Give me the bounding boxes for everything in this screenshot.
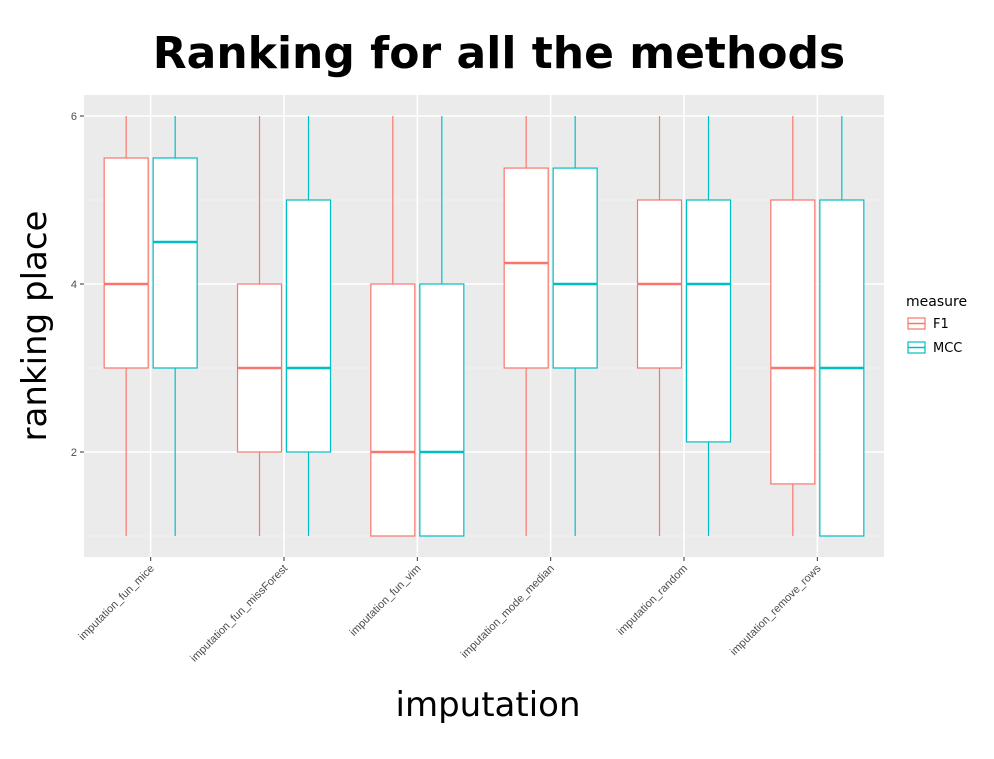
legend-title: measure [906, 294, 967, 310]
x-axis-ticks: imputation_fun_mice imputation_fun_missFo… [77, 557, 824, 665]
legend-key-mcc [907, 341, 926, 354]
box-rect [503, 167, 549, 369]
box-mcc-4 [552, 116, 598, 536]
box-mcc-6 [819, 116, 865, 537]
legend-label-f1: F1 [933, 317, 949, 332]
x-tick-label: imputation_fun_vim [348, 563, 424, 639]
x-tick-label: imputation_fun_missForest [188, 563, 290, 665]
box-rect [419, 283, 465, 537]
chart-title: Ranking for all the methods [153, 28, 845, 79]
x-tick-label: imputation_mode_median [459, 563, 557, 661]
x-tick-label: imputation_fun_mice [77, 563, 157, 643]
box-rect [685, 199, 732, 443]
y-axis-ticks: 2 4 6 [71, 111, 84, 459]
box-mcc-1 [152, 116, 198, 536]
box-f1-5 [636, 116, 683, 536]
box-mcc-5 [685, 116, 732, 536]
legend: measure F1 MCC [906, 294, 967, 356]
box-rect [285, 199, 332, 453]
box-f1-4 [503, 116, 549, 536]
plot-panel [84, 95, 884, 557]
x-tick-label: imputation_random [615, 563, 690, 638]
grid-lines [84, 95, 884, 557]
box-f1-1 [103, 116, 149, 536]
y-tick-label: 2 [71, 447, 77, 459]
box-mcc-3 [419, 116, 465, 537]
box-groups [103, 116, 865, 537]
x-tick-label: imputation_remove_rows [728, 562, 824, 658]
y-tick-label: 6 [71, 111, 77, 123]
y-axis-title: ranking place [15, 211, 55, 442]
legend-key-f1 [907, 317, 926, 330]
legend-label-mcc: MCC [933, 341, 962, 356]
y-tick-label: 4 [71, 279, 77, 291]
box-f1-3 [370, 116, 416, 537]
box-mcc-2 [285, 116, 332, 536]
x-axis-title: imputation [396, 685, 581, 725]
box-f1-2 [236, 116, 283, 536]
box-rect [103, 157, 149, 369]
box-f1-6 [770, 116, 816, 536]
box-rect [552, 167, 598, 369]
box-rect [152, 157, 198, 369]
box-rect [770, 199, 816, 485]
box-rect [370, 283, 416, 537]
